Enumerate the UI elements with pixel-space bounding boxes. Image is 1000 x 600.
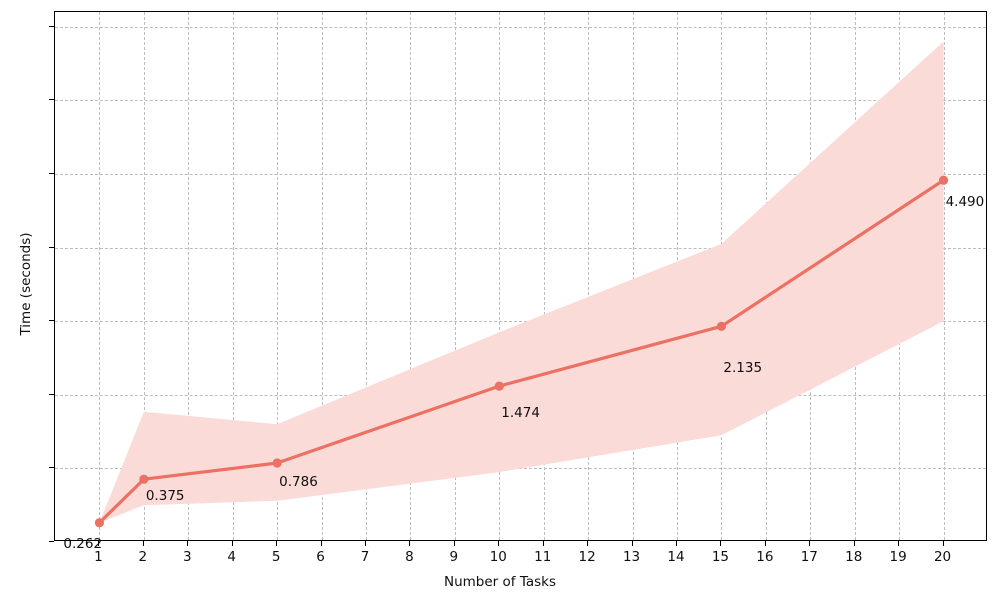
x-tick-label: 4 (227, 549, 236, 565)
point-value-label: 1.474 (501, 405, 540, 422)
x-tick-mark (498, 541, 500, 546)
data-point-marker (938, 175, 949, 185)
x-tick-label: 18 (845, 549, 863, 565)
gridline-vertical (499, 12, 501, 540)
x-tick-label: 7 (360, 549, 370, 565)
x-tick-mark (676, 541, 677, 546)
gridline-horizontal (55, 100, 986, 102)
gridline-vertical (543, 12, 545, 540)
y-tick-mark (49, 467, 54, 469)
x-tick-label: 10 (489, 549, 507, 565)
x-tick-label: 8 (405, 549, 414, 565)
x-tick-label: 14 (667, 549, 685, 565)
y-tick-mark (49, 172, 54, 174)
x-tick-mark (320, 541, 322, 546)
gridline-vertical (321, 12, 323, 540)
gridline-horizontal (55, 26, 986, 28)
x-tick-label: 13 (622, 549, 641, 565)
x-tick-mark (542, 541, 544, 546)
gridline-horizontal (55, 247, 986, 249)
series-markers (94, 175, 949, 528)
gridline-vertical (943, 12, 945, 540)
x-tick-label: 6 (316, 549, 325, 565)
gridline-vertical (410, 12, 412, 540)
x-tick-label: 5 (271, 549, 281, 565)
gridline-horizontal (55, 468, 986, 470)
x-tick-label: 3 (182, 549, 192, 565)
gridline-vertical (99, 12, 101, 540)
x-tick-label: 2 (138, 549, 148, 565)
x-tick-mark (587, 541, 589, 546)
x-tick-mark (98, 541, 100, 546)
x-tick-label: 12 (578, 549, 596, 565)
gridline-horizontal (55, 321, 986, 323)
gridline-vertical (277, 12, 279, 540)
gridline-vertical (588, 12, 590, 540)
x-tick-mark (276, 541, 278, 546)
x-tick-label: 19 (889, 549, 907, 565)
x-tick-label: 17 (800, 549, 818, 565)
data-point-marker (94, 518, 105, 528)
x-tick-mark (898, 541, 900, 546)
x-tick-mark (187, 541, 189, 546)
data-point-marker (139, 474, 149, 484)
y-tick-mark (49, 393, 54, 395)
x-tick-label: 1 (94, 549, 103, 565)
x-tick-mark (942, 541, 944, 546)
x-tick-mark (365, 541, 366, 546)
point-value-label: 4.490 (945, 194, 985, 211)
gridline-horizontal (55, 173, 986, 175)
y-tick-mark (49, 99, 54, 101)
x-tick-mark (853, 541, 855, 546)
gridline-vertical (454, 12, 456, 540)
x-tick-label: 16 (756, 549, 774, 565)
x-tick-label: 11 (534, 549, 552, 565)
x-axis-label: Number of Tasks (444, 574, 556, 590)
series-line (97, 178, 946, 525)
data-point-marker (272, 458, 282, 468)
y-tick-mark (49, 246, 54, 248)
x-tick-mark (764, 541, 766, 546)
point-value-label: 0.375 (145, 488, 185, 505)
x-tick-label: 9 (449, 549, 459, 565)
point-value-label: 0.262 (63, 535, 103, 552)
data-point-marker (494, 381, 504, 391)
gridline-vertical (232, 12, 234, 540)
x-tick-mark (142, 541, 144, 546)
point-value-label: 0.786 (279, 474, 318, 490)
confidence-band (99, 41, 944, 523)
x-tick-mark (809, 541, 811, 546)
y-tick-mark (49, 25, 54, 27)
gridline-vertical (143, 12, 145, 540)
gridline-vertical (188, 12, 190, 540)
x-tick-mark (720, 541, 722, 546)
x-tick-mark (453, 541, 455, 546)
gridline-vertical (366, 12, 367, 540)
y-tick-mark (49, 541, 54, 542)
x-tick-mark (409, 541, 411, 546)
x-tick-label: 15 (711, 549, 730, 565)
y-axis-label: Time (seconds) (18, 232, 34, 336)
x-tick-mark (231, 541, 233, 546)
plot-area (54, 11, 987, 541)
data-point-marker (716, 321, 727, 331)
y-tick-mark (49, 320, 54, 322)
point-value-label: 2.135 (723, 360, 763, 377)
x-tick-mark (631, 541, 633, 546)
gridline-vertical (632, 12, 634, 540)
x-tick-label: 20 (933, 549, 952, 565)
chart-canvas (94, 41, 949, 528)
